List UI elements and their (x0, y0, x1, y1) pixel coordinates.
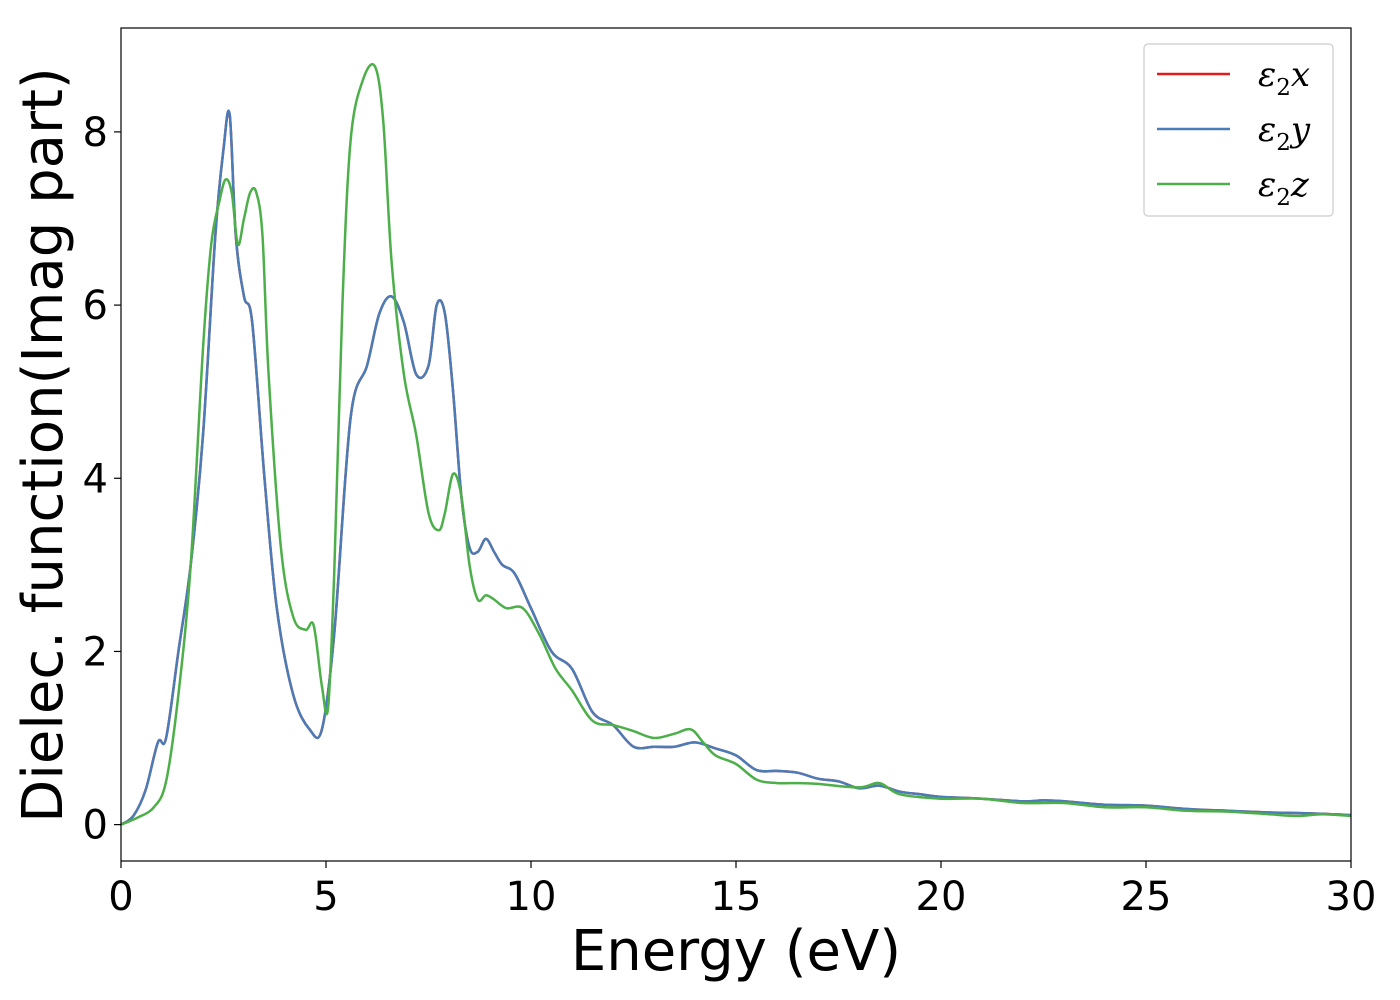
legend-label: ε2z (1258, 165, 1310, 211)
legend-label: ε2y (1258, 110, 1311, 156)
x-tick-label: 20 (916, 874, 967, 920)
x-tick-label: 30 (1326, 874, 1377, 920)
y-tick-label: 8 (83, 110, 108, 156)
y-axis: 0 2 4 6 8 (83, 110, 121, 849)
legend-frame (1143, 43, 1334, 217)
x-tick-label: 10 (506, 874, 557, 920)
series-line-z (120, 62, 1352, 826)
x-tick-label: 0 (108, 874, 133, 920)
legend: ε2x ε2y ε2z (1143, 43, 1334, 217)
x-axis: 0 5 10 15 20 25 30 (108, 861, 1376, 920)
series-line-y (120, 109, 1352, 826)
x-axis-title: Energy (eV) (571, 919, 901, 984)
y-axis-title: Dielec. function(Imag part) (11, 67, 76, 823)
y-tick-label: 6 (83, 283, 108, 329)
y-tick-label: 2 (83, 629, 108, 675)
x-tick-label: 5 (313, 874, 338, 920)
x-tick-label: 15 (711, 874, 762, 920)
series-layer (120, 62, 1352, 826)
legend-label: ε2x (1258, 55, 1310, 101)
y-tick-label: 4 (83, 456, 108, 502)
y-tick-label: 0 (83, 803, 108, 849)
x-tick-label: 25 (1121, 874, 1172, 920)
